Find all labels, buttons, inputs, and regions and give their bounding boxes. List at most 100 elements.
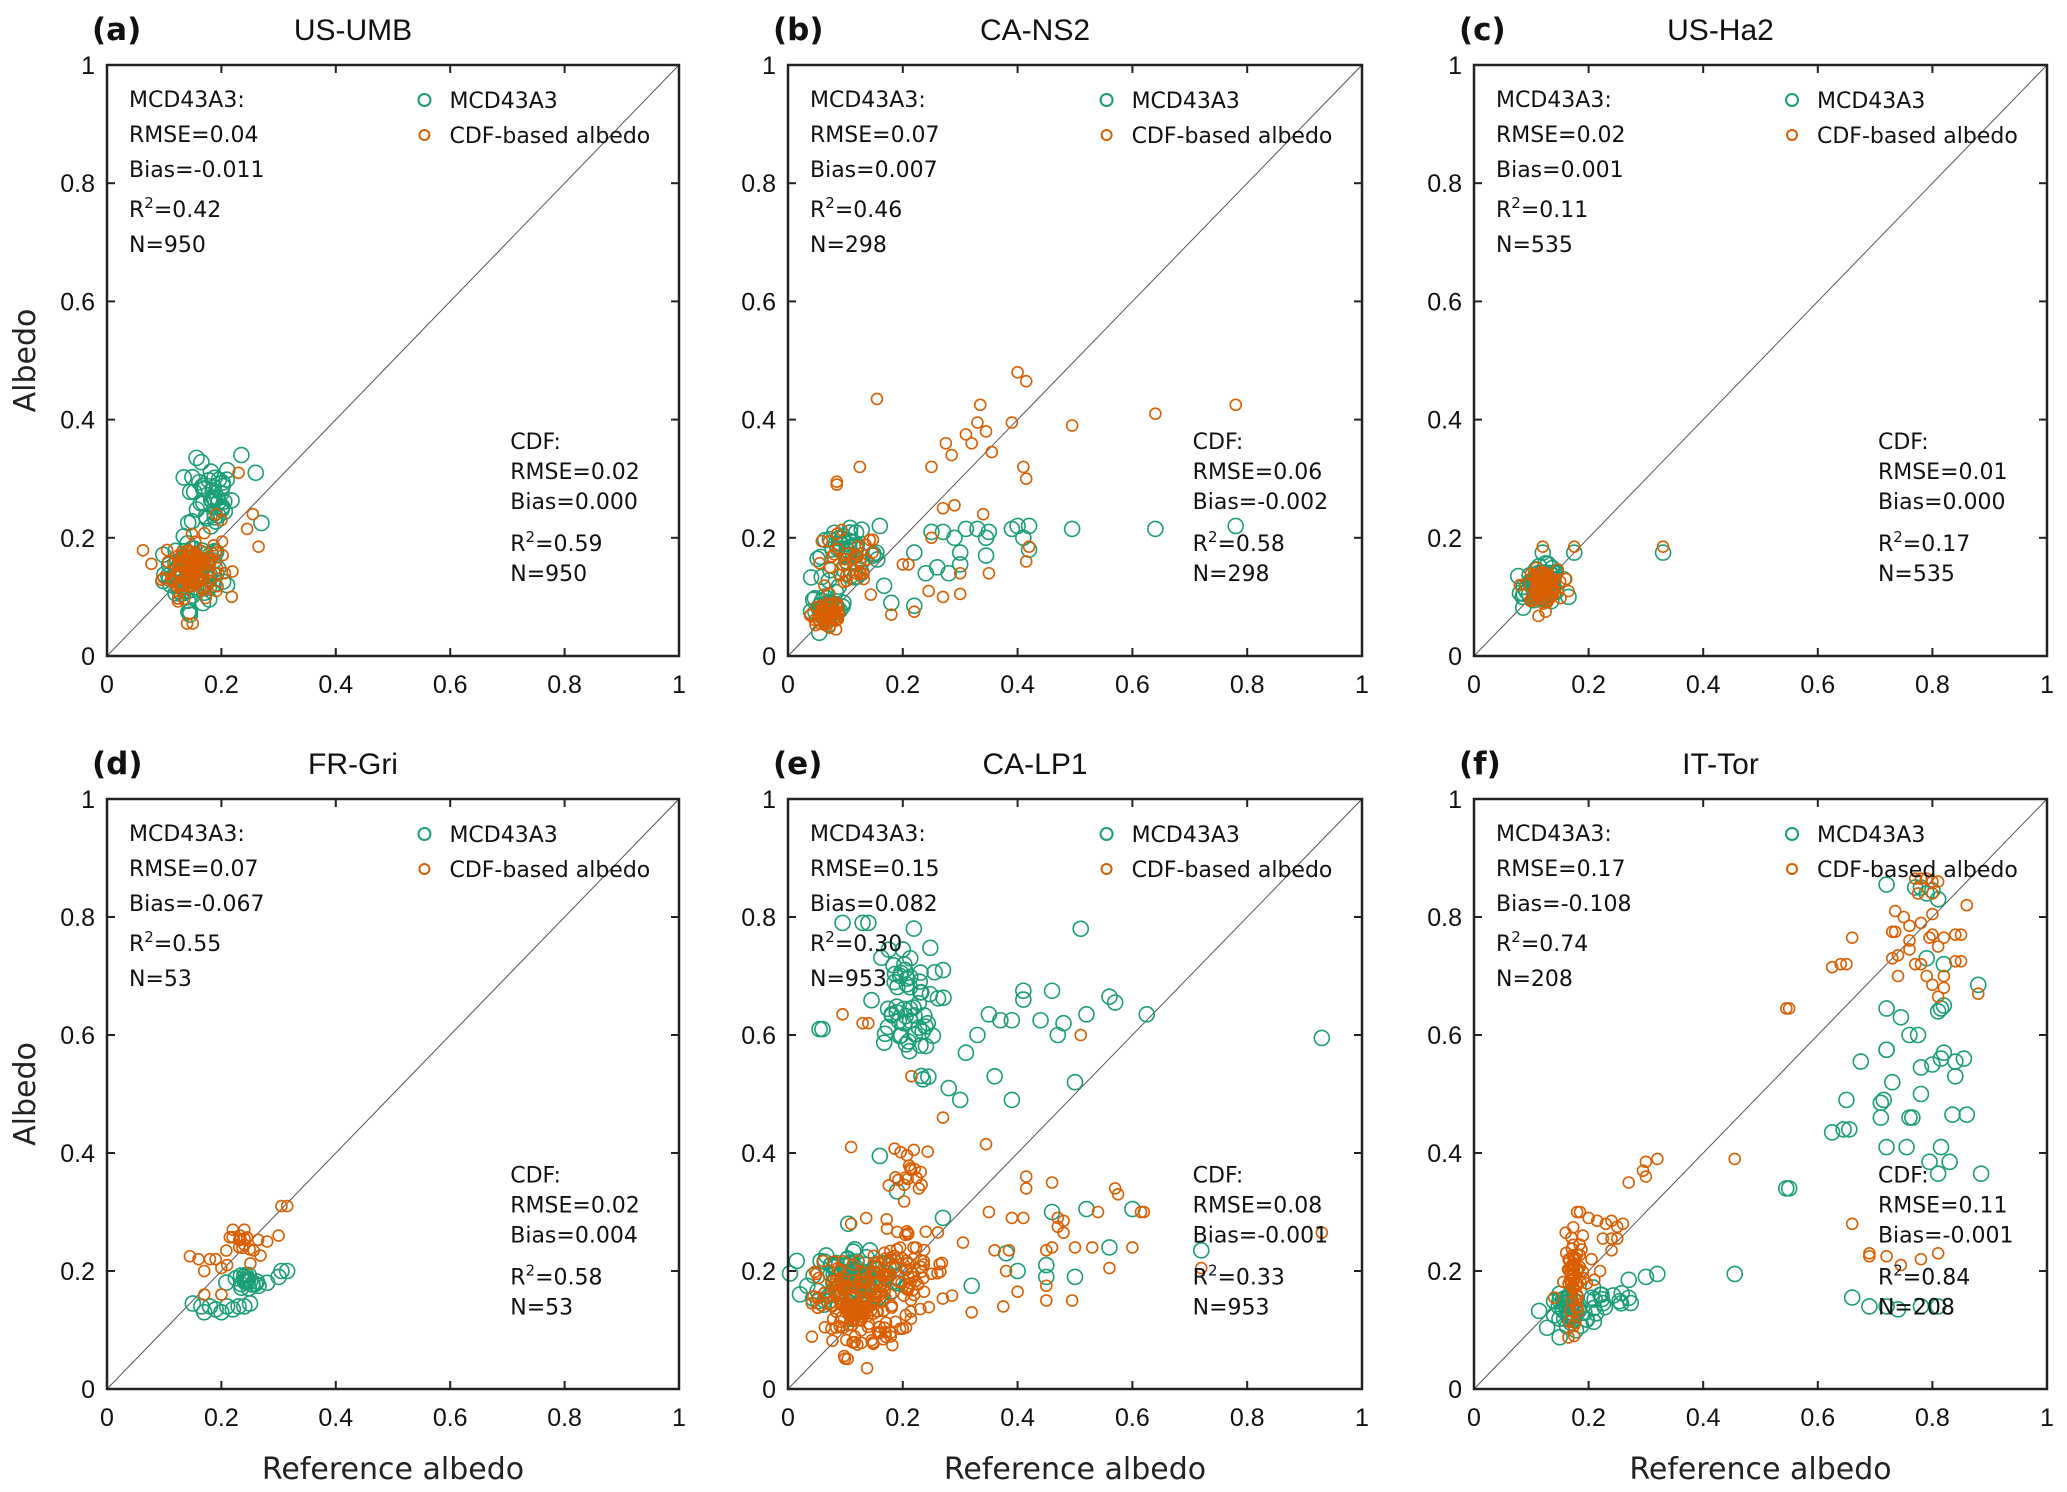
point-mcd43a3 [1883,1073,1901,1091]
point-cdf [1639,1170,1653,1183]
y-tick-label: 0 [1448,1376,1462,1404]
stat-n: N=298 [810,233,887,258]
point-cdf [889,1171,902,1184]
point-cdf [185,527,199,541]
point-cdf [887,1261,901,1275]
point-mcd43a3 [247,464,265,482]
point-mcd43a3 [897,1036,915,1053]
point-cdf [1923,931,1936,944]
point-cdf [1040,1279,1053,1293]
point-cdf [959,428,973,441]
point-mcd43a3 [898,976,916,993]
axes-box [105,63,681,658]
stat-header: CDF: [1193,1164,1244,1189]
legend-label: MCD43A3 [449,823,557,848]
point-mcd43a3 [834,914,851,932]
point-mcd43a3 [1020,517,1038,535]
point-mcd43a3 [997,1245,1015,1262]
legend-marker [1099,827,1114,841]
point-cdf [1085,1241,1099,1254]
stat-n: N=535 [1878,562,1955,587]
point-mcd43a3 [1009,1262,1026,1280]
point-cdf [1894,1258,1908,1272]
point-mcd43a3 [875,577,893,595]
point-mcd43a3 [1929,1165,1947,1182]
y-tick-label: 0.6 [60,1022,95,1050]
point-mcd43a3 [193,453,210,471]
point-cdf [1532,609,1545,623]
x-tick-label: 0.2 [204,671,239,699]
point-mcd43a3 [920,1068,937,1085]
point-cdf [275,1199,288,1213]
point-mcd43a3 [1545,1292,1563,1310]
y-axis-title: Albedo [8,1042,43,1146]
mcd43a3-stats: MCD43A3: RMSE=0.17 Bias=-0.108 R2=0.74 N=208 [1496,822,1632,992]
stat-header: CDF: [510,430,561,455]
point-mcd43a3 [926,963,943,981]
point-cdf [982,566,996,580]
x-tick-label: 0.6 [433,1404,468,1432]
y-tick-label: 0 [1448,643,1462,671]
point-cdf [136,544,150,557]
point-cdf [891,1225,904,1239]
legend: MCD43A3 CDF-based albedo [417,89,650,149]
point-cdf [925,1267,938,1281]
point-cdf [936,1111,950,1124]
point-mcd43a3 [913,1067,930,1085]
point-mcd43a3 [929,990,947,1007]
point-cdf [956,1236,970,1249]
legend: MCD43A3 CDF-based albedo [1785,823,2018,883]
legend-marker [1100,863,1113,875]
stat-r2: R2=0.74 [1496,928,1588,957]
point-cdf [905,1070,918,1083]
point-cdf [161,555,175,569]
point-mcd43a3 [1838,1091,1855,1109]
point-cdf [1074,1028,1088,1042]
y-tick-label: 0 [762,643,776,671]
point-cdf [1931,1247,1945,1260]
point-cdf [1845,1217,1859,1231]
panel-ca-lp1: (e) CA-LP1 0 0.2 0.4 0.6 0.8 1 0 0.2 0.4 0.6 0.8 1 MCD… [741,746,1369,1487]
point-mcd43a3 [928,559,946,576]
point-cdf [174,559,187,573]
point-cdf [1547,1291,1561,1304]
point-cdf [165,573,179,586]
y-tick-label: 0.2 [741,525,776,553]
point-mcd43a3 [230,1298,247,1315]
panel-title: FR-Gri [308,748,398,781]
point-mcd43a3 [905,920,923,937]
point-cdf [1782,1002,1796,1015]
point-cdf [859,1211,873,1225]
point-cdf [1728,1152,1742,1166]
stat-r2: R2=0.46 [810,194,902,223]
point-cdf [897,1195,911,1208]
scatter-points [781,914,1331,1375]
point-mcd43a3 [888,1003,906,1021]
point-mcd43a3 [879,1018,897,1036]
stat-header: CDF: [1878,430,1929,455]
point-cdf [879,1316,893,1329]
panel-title: IT-Tor [1682,748,1759,781]
y-tick-label: 0.8 [1427,170,1462,198]
point-mcd43a3 [1124,1200,1141,1218]
panel-it-tor: (f) IT-Tor 0 0.2 0.4 0.6 0.8 1 0 0.2 0.4 0.6 0.8 1 MCD… [1427,746,2054,1487]
point-mcd43a3 [1106,994,1124,1011]
point-cdf [145,557,158,571]
point-mcd43a3 [195,1304,213,1321]
stat-n: N=53 [129,967,192,992]
point-cdf [833,1320,847,1333]
y-tick-label: 0.6 [741,288,776,316]
point-mcd43a3 [875,1034,893,1051]
point-mcd43a3 [1924,1056,1941,1073]
point-mcd43a3 [181,606,199,623]
legend-label: MCD43A3 [449,89,557,114]
point-mcd43a3 [1904,1109,1921,1126]
point-cdf [948,498,961,512]
x-tick-label: 0.8 [1915,671,1950,699]
point-mcd43a3 [185,483,203,501]
point-cdf [1019,1182,1033,1195]
x-axis-title: Reference albedo [944,1452,1206,1487]
point-mcd43a3 [1032,1011,1049,1029]
point-cdf [1567,1319,1581,1333]
point-cdf [880,1213,893,1226]
